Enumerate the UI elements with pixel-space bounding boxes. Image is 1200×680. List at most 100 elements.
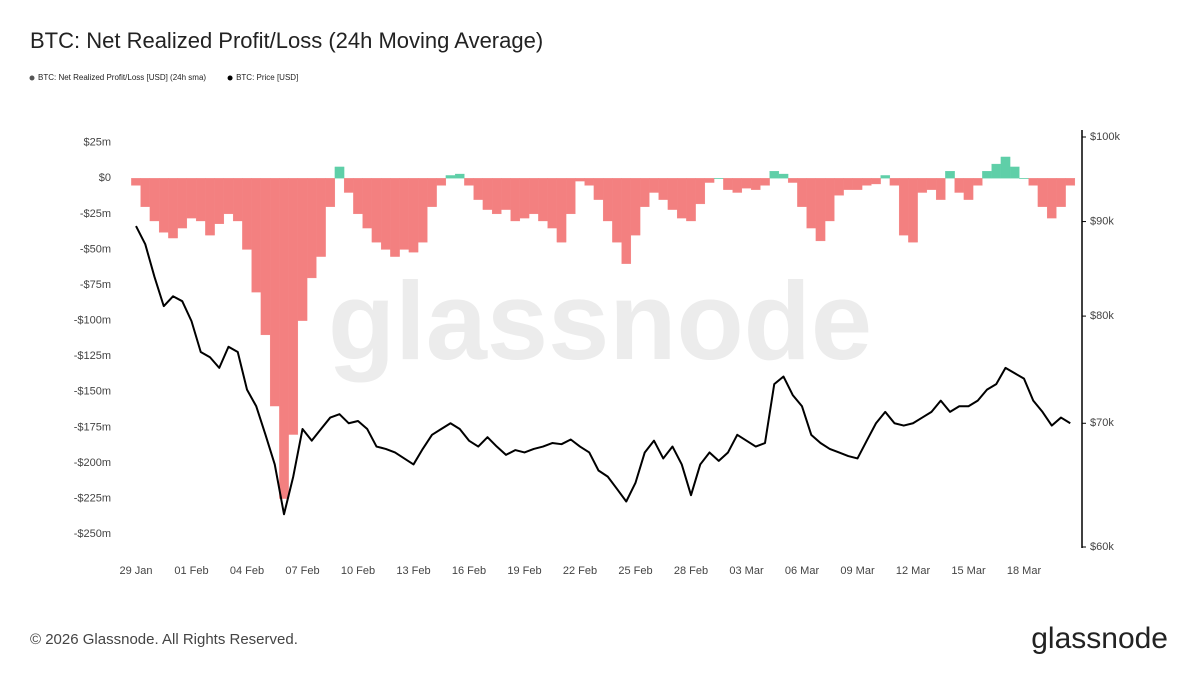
y-tick-label: -$50m	[80, 243, 111, 255]
x-tick-label: 06 Mar	[785, 565, 820, 577]
x-tick-label: 13 Feb	[396, 565, 430, 577]
legend-label: BTC: Net Realized Profit/Loss [USD] (24h…	[38, 73, 206, 82]
bar	[445, 175, 456, 179]
y-tick-label: $25m	[83, 137, 111, 149]
y2-tick-label: $80k	[1090, 310, 1114, 322]
bar	[565, 178, 576, 215]
bar	[593, 178, 604, 200]
bar	[1046, 178, 1057, 219]
bar	[778, 173, 789, 179]
bar	[390, 178, 400, 257]
bar	[908, 178, 918, 243]
y-tick-label: -$75m	[80, 279, 111, 291]
logo: glassnode	[1031, 622, 1168, 655]
legend-label: BTC: Price [USD]	[236, 73, 298, 82]
legend-marker	[29, 75, 35, 81]
bar	[251, 178, 262, 293]
bar	[306, 178, 317, 279]
bar	[602, 178, 613, 222]
bar	[399, 178, 410, 250]
bar	[436, 178, 447, 186]
bar	[704, 178, 715, 183]
y-tick-label: -$125m	[74, 350, 111, 362]
x-tick-label: 28 Feb	[674, 565, 708, 577]
y-tick-label: -$25m	[80, 208, 111, 220]
bar	[473, 178, 484, 200]
bar	[575, 178, 585, 182]
bar	[917, 178, 928, 193]
bar	[371, 178, 382, 243]
bar	[926, 178, 937, 190]
y2-tick-label: $60k	[1090, 541, 1114, 553]
bar	[316, 178, 326, 257]
bar	[297, 178, 308, 321]
bar	[380, 178, 391, 250]
bar	[713, 178, 724, 179]
bar	[824, 178, 835, 222]
bar	[787, 178, 798, 183]
y2-tick-label: $90k	[1090, 215, 1114, 227]
x-tick-label: 22 Feb	[563, 565, 597, 577]
bar	[963, 178, 974, 200]
bar	[880, 175, 891, 179]
bar	[667, 178, 678, 210]
bar	[501, 178, 511, 210]
bar	[510, 178, 521, 222]
bar	[982, 171, 992, 179]
y-tick-label: $0	[99, 172, 111, 184]
x-tick-label: 16 Feb	[452, 565, 486, 577]
y-tick-label: -$250m	[74, 528, 111, 540]
bar	[408, 178, 419, 253]
bar	[843, 178, 854, 190]
bar	[417, 178, 428, 243]
bar	[214, 178, 225, 224]
bar	[343, 178, 354, 193]
bar	[538, 178, 548, 222]
bar	[972, 178, 983, 186]
y2-tick-label: $70k	[1090, 417, 1114, 429]
bar	[491, 178, 502, 215]
x-tick-label: 09 Mar	[840, 565, 875, 577]
watermark: glassnode	[328, 260, 872, 383]
bar	[815, 178, 826, 242]
bar	[686, 178, 696, 222]
bar	[427, 178, 437, 207]
bar	[158, 178, 169, 233]
bar	[723, 178, 733, 190]
bar	[168, 178, 178, 239]
bar	[1019, 178, 1029, 179]
bar	[639, 178, 650, 207]
bar	[797, 178, 807, 207]
bar	[205, 178, 215, 236]
footer: © 2026 Glassnode. All Rights Reserved.	[30, 631, 298, 648]
y2-tick-label: $100k	[1090, 131, 1120, 143]
bar	[732, 178, 743, 193]
bar	[695, 178, 706, 205]
plot-area	[131, 156, 1076, 516]
bar	[852, 178, 863, 190]
bar	[1028, 178, 1039, 186]
bar	[630, 178, 641, 236]
bar	[223, 178, 234, 215]
x-tick-label: 07 Feb	[285, 565, 319, 577]
bar	[621, 178, 632, 264]
bar	[741, 178, 752, 189]
bar	[1056, 178, 1066, 207]
x-tick-label: 12 Mar	[896, 565, 931, 577]
bar	[806, 178, 817, 229]
x-tick-label: 25 Feb	[618, 565, 652, 577]
y-tick-label: -$200m	[74, 457, 111, 469]
bar	[676, 178, 687, 219]
bar	[871, 178, 881, 185]
bar	[935, 178, 946, 200]
bar	[288, 178, 299, 435]
bar	[649, 178, 659, 193]
bar	[260, 178, 271, 336]
y-tick-label: -$175m	[74, 421, 111, 433]
bar	[482, 178, 493, 210]
bar	[232, 178, 243, 222]
bar	[954, 178, 965, 193]
bar	[362, 178, 373, 229]
